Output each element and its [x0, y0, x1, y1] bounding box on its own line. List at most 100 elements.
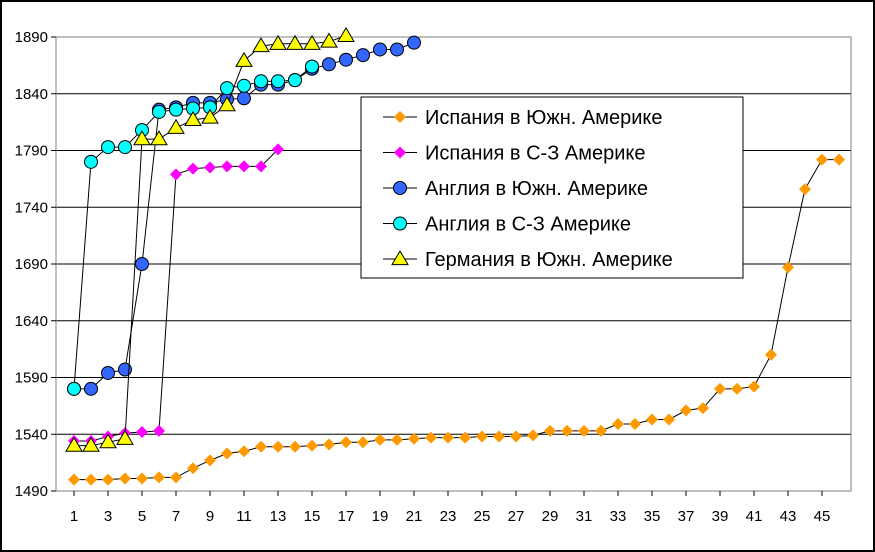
y-tick-label: 1590	[15, 370, 48, 387]
data-point	[612, 418, 624, 431]
data-point	[731, 382, 743, 395]
data-point	[67, 381, 81, 396]
data-point	[663, 413, 675, 426]
data-point	[748, 380, 760, 393]
x-tick-label: 25	[474, 508, 491, 525]
legend-label: Германия в Южн. Америке	[425, 249, 673, 271]
data-point	[322, 57, 336, 72]
data-point	[407, 35, 421, 50]
legend-marker	[394, 111, 406, 123]
x-tick-label: 9	[206, 508, 214, 525]
data-point	[82, 436, 100, 452]
series-1	[68, 153, 845, 486]
data-point	[337, 26, 355, 42]
data-point	[135, 257, 149, 271]
legend-label: Испания в С-З Америке	[425, 143, 645, 165]
data-point	[204, 161, 216, 174]
data-point	[629, 418, 641, 431]
x-tick-label: 27	[508, 508, 525, 525]
data-point	[288, 73, 302, 88]
data-point	[169, 102, 183, 117]
x-tick-label: 45	[814, 508, 831, 525]
data-point	[697, 402, 709, 415]
data-point	[65, 436, 83, 452]
y-tick-label: 1840	[15, 86, 48, 103]
data-point	[544, 424, 556, 437]
legend-item: Англия в Южн. Америке	[383, 178, 648, 200]
data-point	[646, 413, 658, 426]
data-point	[254, 74, 268, 89]
data-point	[150, 130, 168, 146]
data-point	[578, 424, 590, 437]
data-point	[252, 37, 270, 53]
data-point	[272, 143, 284, 156]
legend-marker	[391, 250, 409, 266]
data-point	[68, 473, 80, 486]
x-tick-label: 19	[372, 508, 389, 525]
data-point	[237, 91, 251, 106]
data-point	[442, 431, 454, 444]
x-tick-label: 29	[542, 508, 559, 525]
data-point	[374, 433, 386, 446]
data-point	[101, 365, 115, 380]
legend-box	[360, 96, 744, 279]
x-tick-label: 21	[406, 508, 423, 525]
data-point	[255, 160, 267, 173]
legend-marker	[393, 216, 407, 231]
data-point	[184, 110, 202, 126]
data-point	[339, 52, 353, 67]
legend-label: Испания в Южн. Америке	[425, 107, 662, 129]
data-point	[272, 440, 284, 453]
data-point	[527, 429, 539, 442]
data-point	[459, 431, 471, 444]
data-point	[238, 445, 250, 458]
y-tick-label: 1640	[15, 313, 48, 330]
data-point	[269, 34, 287, 50]
series-line	[74, 149, 279, 442]
legend-item: Англия в С-З Америке	[383, 214, 631, 236]
legend-label: Англия в Южн. Америке	[425, 178, 648, 200]
data-point	[391, 433, 403, 446]
data-point	[289, 440, 301, 453]
data-point	[116, 429, 134, 445]
x-tick-label: 11	[236, 508, 252, 525]
data-point	[238, 160, 250, 173]
y-axis-ticks: 1490 1540 1590 1640 1690 1740 1790 1840 1890	[15, 29, 56, 500]
data-point	[118, 140, 132, 155]
x-tick-label: 15	[304, 508, 321, 525]
data-point	[595, 424, 607, 437]
x-tick-label: 43	[780, 508, 797, 525]
data-point	[167, 118, 185, 134]
data-point	[136, 425, 148, 438]
y-tick-label: 1740	[15, 199, 48, 216]
x-tick-label: 33	[610, 508, 627, 525]
data-point	[286, 34, 304, 50]
series-2	[68, 143, 284, 448]
data-point	[152, 104, 166, 119]
data-point	[425, 431, 437, 444]
data-point	[782, 261, 794, 274]
legend-label: Англия в С-З Америке	[425, 214, 631, 236]
data-point	[99, 433, 117, 449]
x-tick-label: 5	[138, 508, 146, 525]
data-point	[357, 436, 369, 449]
data-point	[153, 471, 165, 484]
data-point	[153, 424, 165, 437]
data-point	[119, 472, 131, 485]
data-point	[306, 439, 318, 452]
data-point	[799, 183, 811, 196]
data-point	[356, 48, 370, 63]
data-point	[133, 130, 151, 146]
data-point	[221, 160, 233, 173]
data-point	[102, 473, 114, 486]
x-tick-label: 37	[678, 508, 695, 525]
legend-marker	[393, 181, 407, 195]
data-point	[408, 432, 420, 445]
data-point	[340, 436, 352, 449]
legend-marker	[394, 146, 406, 159]
data-point	[235, 51, 253, 67]
legend-item: Испания в С-З Америке	[383, 143, 645, 165]
x-tick-label: 7	[172, 508, 180, 525]
data-point	[476, 430, 488, 443]
